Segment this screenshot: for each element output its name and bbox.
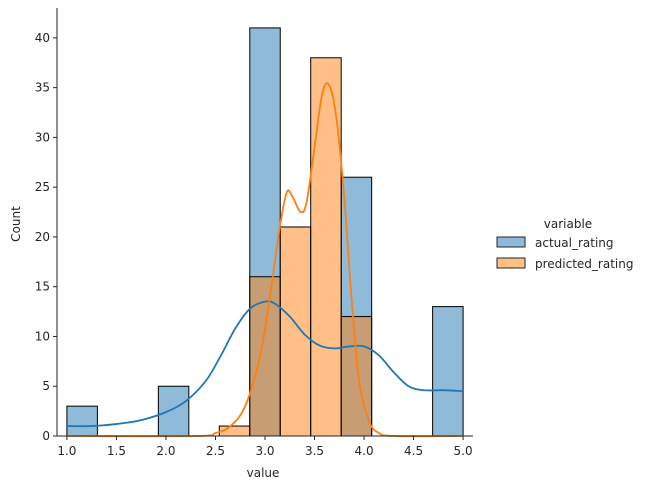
- x-axis-label: value: [247, 466, 280, 480]
- x-tick-label: 4.5: [404, 444, 423, 458]
- bar-actual-rating-0: [66, 405, 98, 437]
- y-ticks: 0 5 10 15 20 25 30 35 40: [35, 31, 57, 443]
- legend-swatch-actual-rating: [496, 236, 526, 248]
- x-tick-label: 4.0: [355, 444, 374, 458]
- y-tick-label: 15: [35, 280, 50, 294]
- x-tick-label: 2.5: [206, 444, 225, 458]
- x-tick-label: 3.0: [255, 444, 274, 458]
- x-tick-label: 5.0: [454, 444, 473, 458]
- y-tick-label: 25: [35, 180, 50, 194]
- bar-actual-rating-12: [432, 306, 464, 437]
- x-ticks: 1.0 1.5 2.0 2.5 3.0 3.5 4.0 4.5 5.0: [57, 436, 473, 458]
- y-tick-label: 30: [35, 130, 50, 144]
- legend-swatch-predicted-rating: [496, 257, 526, 269]
- bar-predicted-rating-7: [279, 226, 312, 437]
- y-tick-label: 35: [35, 81, 50, 95]
- kde-layer: [66, 82, 464, 438]
- bar-actual-rating-3: [157, 385, 190, 437]
- x-tick-label: 2.0: [156, 444, 175, 458]
- x-tick-label: 1.0: [57, 444, 76, 458]
- legend-label-actual-rating: actual_rating: [535, 236, 614, 250]
- y-tick-label: 40: [35, 31, 50, 45]
- kde-line-actual-rating: [66, 300, 464, 428]
- x-tick-label: 1.5: [107, 444, 126, 458]
- legend: variable actual_rating predicted_rating: [496, 217, 633, 271]
- y-tick-label: 10: [35, 329, 50, 343]
- x-tick-label: 3.5: [305, 444, 324, 458]
- y-tick-label: 20: [35, 230, 50, 244]
- kde-line-predicted-rating: [66, 82, 464, 438]
- y-tick-label: 0: [42, 429, 50, 443]
- y-tick-label: 5: [42, 379, 50, 393]
- legend-label-predicted-rating: predicted_rating: [535, 257, 633, 271]
- bar-predicted-rating-6: [249, 276, 281, 437]
- legend-title: variable: [544, 217, 592, 231]
- y-axis-label: Count: [9, 206, 23, 242]
- bars-layer: [66, 27, 464, 437]
